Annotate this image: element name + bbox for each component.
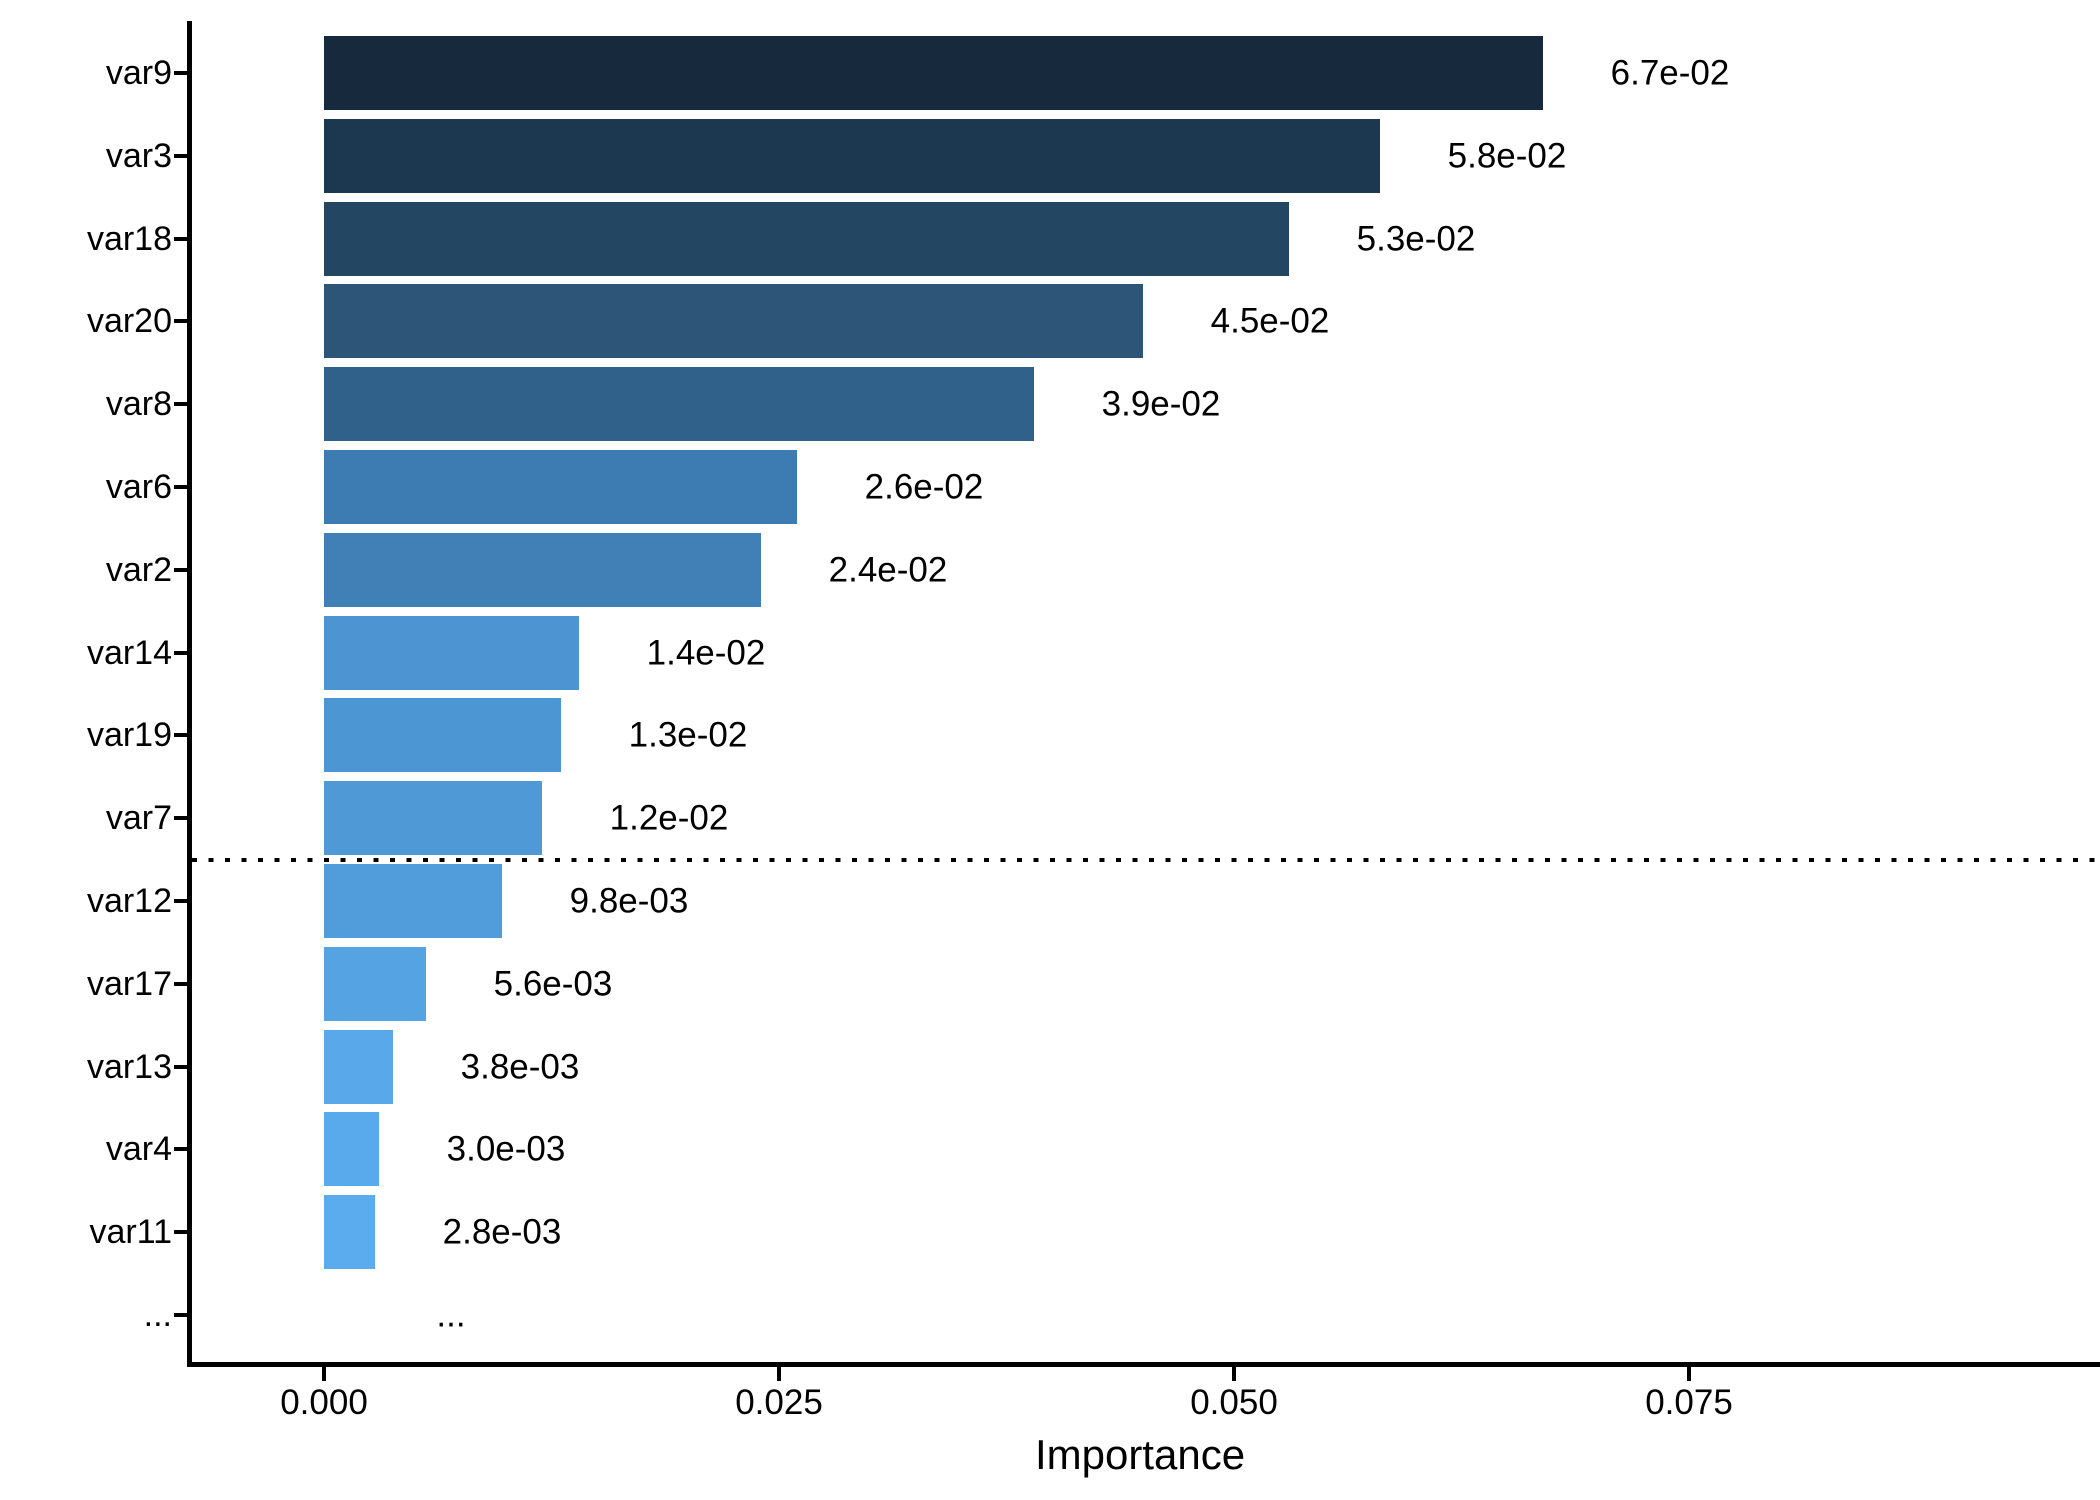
y-axis-tick — [174, 485, 187, 489]
y-axis-label-var12: var12 — [86, 882, 172, 920]
x-axis-tick-label: 0.000 — [280, 1383, 368, 1422]
y-axis-label-var19: var19 — [86, 716, 172, 754]
x-axis-tick-label: 0.025 — [735, 1383, 823, 1422]
threshold-dotted-line — [192, 858, 2100, 862]
y-axis-tick — [174, 1147, 187, 1151]
bar-value-label: 6.7e-02 — [1610, 53, 1730, 93]
y-axis-tick — [174, 651, 187, 655]
bar-var8 — [324, 367, 1034, 441]
x-axis-tick-label: 0.050 — [1190, 1383, 1278, 1422]
x-axis-tick-label: 0.075 — [1645, 1383, 1733, 1422]
y-axis-label-var2: var2 — [105, 551, 172, 589]
bar-var13 — [324, 1030, 393, 1104]
y-axis-tick — [174, 1313, 187, 1317]
bar-var2 — [324, 533, 761, 607]
bar-var6 — [324, 450, 797, 524]
y-axis-tick — [174, 154, 187, 158]
bar-value-label: 2.8e-03 — [442, 1212, 562, 1252]
y-axis-label-var9: var9 — [105, 54, 172, 92]
bar-value-label: 9.8e-03 — [569, 881, 689, 921]
bar-var17 — [324, 947, 426, 1021]
bar-var11 — [324, 1195, 375, 1269]
y-axis-tick — [174, 816, 187, 820]
x-axis-tick — [1232, 1367, 1236, 1381]
bar-value-label: ... — [436, 1295, 466, 1335]
bar-value-label: 2.6e-02 — [864, 467, 984, 507]
y-axis-label-var20: var20 — [86, 302, 172, 340]
y-axis-label-var8: var8 — [105, 385, 172, 423]
y-axis-label-var4: var4 — [105, 1130, 172, 1168]
y-axis-tick — [174, 568, 187, 572]
bar-value-label: 3.0e-03 — [446, 1129, 566, 1169]
bar-var12 — [324, 864, 502, 938]
y-axis-label-var13: var13 — [86, 1048, 172, 1086]
bar-var20 — [324, 284, 1143, 358]
bar-value-label: 1.3e-02 — [628, 715, 748, 755]
x-axis-tick — [322, 1367, 326, 1381]
bar-var9 — [324, 36, 1543, 110]
bar-var19 — [324, 698, 561, 772]
x-axis-tick — [1687, 1367, 1691, 1381]
bar-value-label: 3.8e-03 — [460, 1047, 580, 1087]
y-axis-label-var14: var14 — [86, 634, 172, 672]
bar-var14 — [324, 616, 579, 690]
bar-var18 — [324, 202, 1289, 276]
y-axis-label-var11: var11 — [89, 1213, 172, 1251]
x-axis-tick — [777, 1367, 781, 1381]
y-axis-tick — [174, 71, 187, 75]
bar-var4 — [324, 1112, 379, 1186]
bar-value-label: 1.4e-02 — [646, 633, 766, 673]
y-axis-label-var17: var17 — [86, 965, 172, 1003]
bar-var7 — [324, 781, 542, 855]
y-axis-label-var6: var6 — [105, 468, 172, 506]
y-axis-label-var3: var3 — [105, 137, 172, 175]
y-axis-line — [187, 21, 192, 1367]
bar-value-label: 2.4e-02 — [828, 550, 948, 590]
y-axis-label-: ... — [143, 1296, 172, 1334]
y-axis-tick — [174, 1065, 187, 1069]
y-axis-tick — [174, 237, 187, 241]
y-axis-label-var7: var7 — [105, 799, 172, 837]
x-axis-line — [187, 1362, 2100, 1367]
y-axis-tick — [174, 319, 187, 323]
bar-value-label: 5.8e-02 — [1447, 136, 1567, 176]
x-axis-title: Importance — [1034, 1431, 1246, 1478]
bar-value-label: 3.9e-02 — [1101, 384, 1221, 424]
y-axis-tick — [174, 982, 187, 986]
bar-value-label: 1.2e-02 — [609, 798, 729, 838]
y-axis-tick — [174, 402, 187, 406]
bar-value-label: 4.5e-02 — [1210, 301, 1330, 341]
y-axis-tick — [174, 899, 187, 903]
y-axis-tick — [174, 1230, 187, 1234]
bar-value-label: 5.6e-03 — [493, 964, 613, 1004]
y-axis-tick — [174, 733, 187, 737]
bar-value-label: 5.3e-02 — [1356, 219, 1476, 259]
bar-var3 — [324, 119, 1380, 193]
y-axis-label-var18: var18 — [86, 220, 172, 258]
